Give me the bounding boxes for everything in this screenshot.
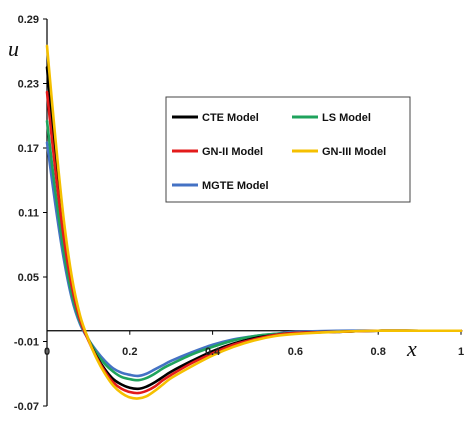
x-tick-labels: 0 0.2 0.4 0.6 0.8 1 bbox=[44, 346, 464, 358]
legend-label-gn-iii-model: GN-III Model bbox=[322, 146, 386, 158]
series-layer bbox=[45, 44, 463, 400]
y-tick-label: 0.23 bbox=[18, 79, 39, 91]
legend-label-cte-model: CTE Model bbox=[202, 112, 259, 124]
legend-label-mgte-model: MGTE Model bbox=[202, 180, 269, 192]
legend-box bbox=[165, 96, 411, 203]
series-line-gn-iii-model bbox=[45, 44, 463, 400]
y-tick-label: 0.17 bbox=[18, 143, 39, 155]
x-tick-label: 0.2 bbox=[122, 346, 137, 358]
axes bbox=[43, 18, 462, 407]
legend-label-gn-ii-model: GN-II Model bbox=[202, 146, 263, 158]
y-axis-label: u bbox=[8, 36, 19, 61]
y-tick-label: 0.29 bbox=[18, 14, 39, 26]
legend: CTE Model LS Model GN-II Model GN-III Model… bbox=[165, 96, 411, 203]
x-tick-label: 1 bbox=[458, 346, 464, 358]
y-tick-label: -0.07 bbox=[14, 401, 39, 413]
legend-label-ls-model: LS Model bbox=[322, 112, 371, 124]
x-tick-label: 0.8 bbox=[371, 346, 386, 358]
y-tick-label: -0.01 bbox=[14, 337, 39, 349]
y-tick-label: 0.05 bbox=[18, 272, 39, 284]
y-tick-label: 0.11 bbox=[18, 208, 39, 220]
x-tick-label: 0.6 bbox=[288, 346, 303, 358]
x-axis-label: x bbox=[406, 336, 417, 361]
y-tick-labels: 0.29 0.23 0.17 0.11 0.05 -0.01 -0.07 bbox=[14, 14, 39, 413]
x-tick-label: 0 bbox=[44, 346, 50, 358]
x-tick-label: 0.4 bbox=[205, 346, 221, 358]
